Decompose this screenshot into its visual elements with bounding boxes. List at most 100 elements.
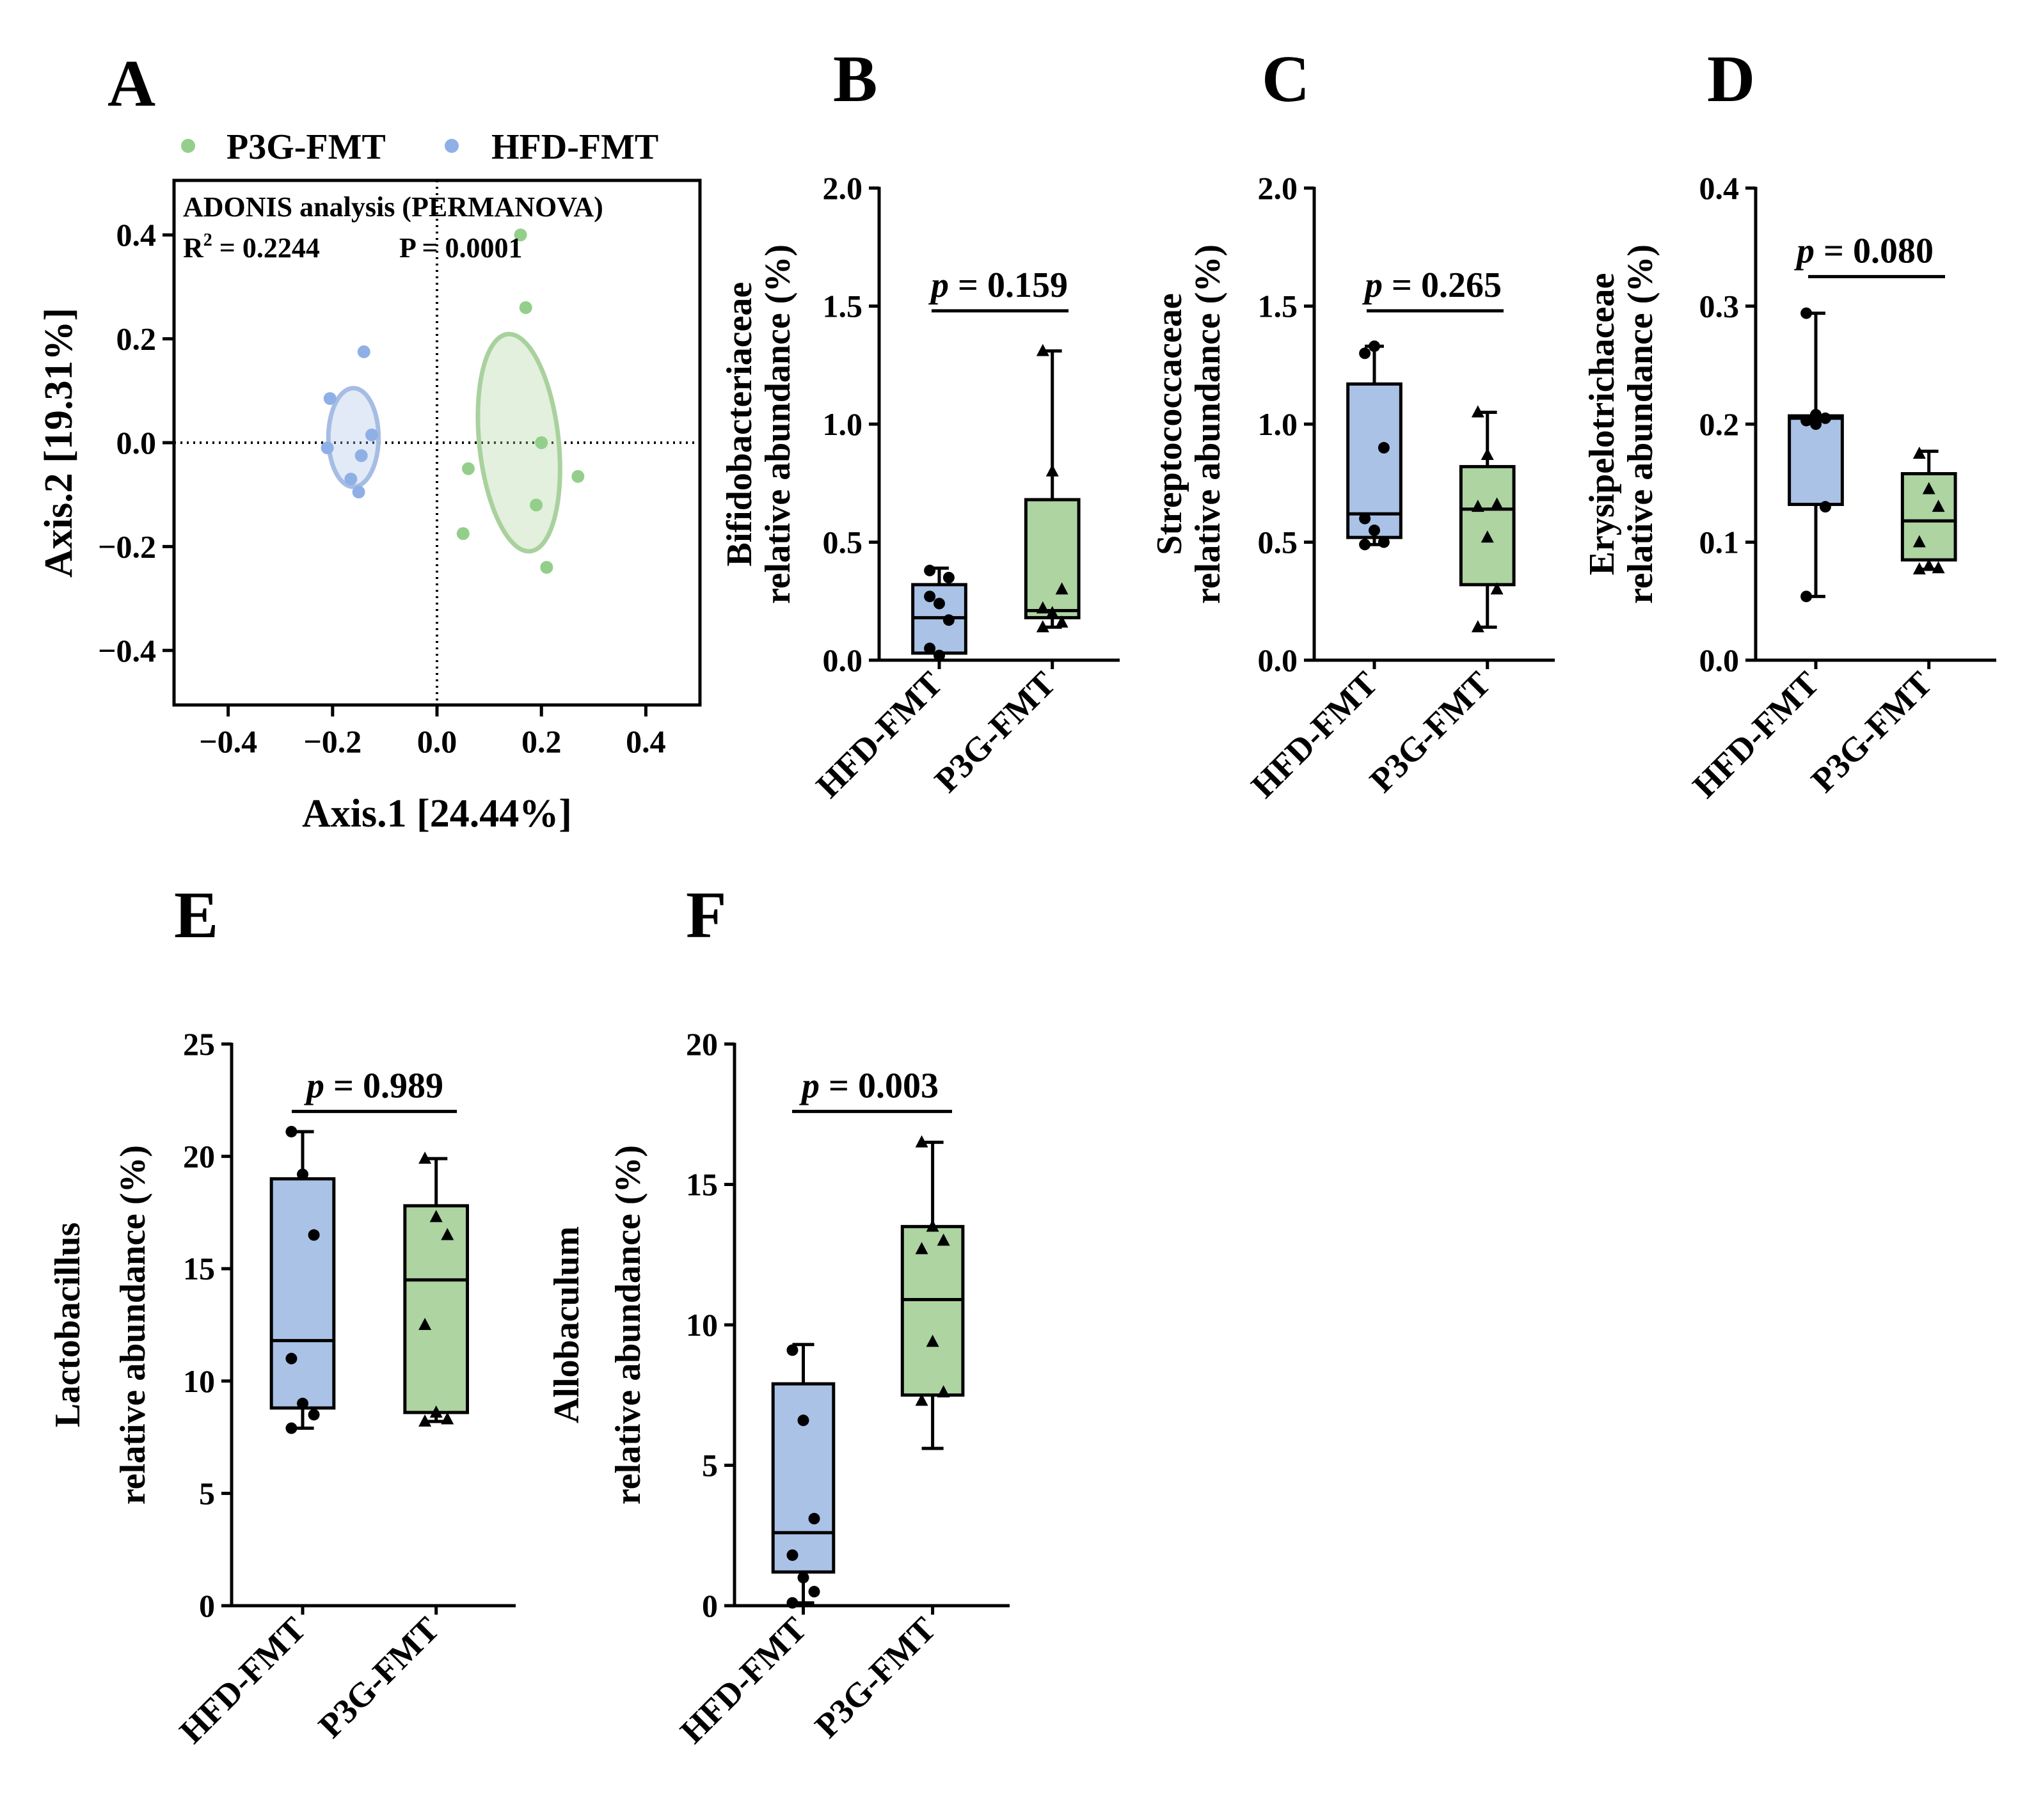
- point-hfd-e-6: [285, 1422, 298, 1434]
- p-symbol-f: p: [799, 1066, 820, 1105]
- point-p3g-f-0: [915, 1135, 928, 1148]
- y-tick-label-c: 0.0: [1258, 642, 1298, 678]
- p-symbol-c: p: [1362, 265, 1383, 305]
- panel-letter-b: B: [833, 42, 877, 116]
- p-value-label-f: p = 0.003: [799, 1066, 939, 1105]
- confidence-ellipses: [326, 331, 562, 554]
- y-axis-subtitle-d: relative abundance (%): [1621, 244, 1660, 604]
- r2-value: = 0.2244: [212, 232, 320, 264]
- point-p3g-e-0: [418, 1151, 432, 1164]
- point-hfd-f-3: [786, 1549, 798, 1561]
- y-tick-label-a: 0.2: [116, 321, 157, 357]
- point-p3g-5: [456, 527, 470, 541]
- panel-letter-f: F: [686, 878, 727, 952]
- point-hfd-d-2: [1819, 412, 1831, 424]
- point-p3g-e-4: [429, 1405, 443, 1418]
- point-p3g-d-5: [1932, 561, 1945, 574]
- ellipse-p3g: [475, 331, 562, 554]
- ellipse-hfd: [326, 386, 381, 489]
- y-tick-label-c: 0.5: [1258, 525, 1298, 560]
- point-p3g-d-0: [1912, 447, 1926, 459]
- y-tick-label-e: 5: [199, 1475, 215, 1511]
- point-p3g-f-1: [926, 1219, 939, 1232]
- point-hfd-b-6: [924, 564, 936, 576]
- point-p3g-b-2: [1055, 582, 1069, 595]
- point-p3g-b-4: [1045, 606, 1059, 619]
- point-hfd-b-2: [942, 614, 955, 626]
- point-hfd-c-4: [1369, 525, 1380, 537]
- category-label-p3g-c: P3G-FMT: [1362, 664, 1498, 800]
- point-hfd-2: [321, 441, 334, 455]
- y-axis-subtitle-f: relative abundance (%): [608, 1145, 648, 1505]
- point-hfd-b-0: [924, 590, 936, 603]
- y-tick-label-d: 0.4: [1699, 170, 1740, 206]
- box-p3g-e: [403, 1204, 470, 1414]
- box-p3g-c: [1459, 464, 1516, 587]
- point-hfd-f-5: [808, 1586, 820, 1598]
- point-p3g-6: [530, 498, 543, 512]
- point-hfd-d-3: [1800, 415, 1813, 427]
- x-tick-label-a: −0.4: [199, 724, 257, 759]
- y-tick-label-a: 0.0: [116, 425, 157, 461]
- point-p3g-e-1: [429, 1210, 443, 1223]
- point-hfd-b-1: [934, 597, 945, 610]
- adonis-title: ADONIS analysis (PERMANOVA): [183, 191, 603, 223]
- legend: P3G-FMT HFD-FMT: [181, 127, 658, 167]
- point-p3g-d-1: [1922, 482, 1935, 495]
- point-hfd-e-5: [308, 1409, 320, 1421]
- category-label-p3g-b: P3G-FMT: [927, 664, 1063, 800]
- point-hfd-6: [352, 486, 365, 499]
- point-p3g-c-5: [1490, 582, 1504, 595]
- point-hfd-d-1: [1810, 409, 1822, 421]
- legend-swatch-p3g: [181, 139, 195, 153]
- point-p3g-b-1: [1045, 464, 1059, 477]
- y-axis-subtitle-b: relative abundance (%): [758, 244, 798, 604]
- r2-superscript: 2: [203, 230, 212, 250]
- point-p3g-e-6: [418, 1414, 432, 1427]
- y-tick-label-f: 0: [702, 1588, 718, 1624]
- p-value-c: = 0.265: [1383, 265, 1502, 305]
- r2-label: R: [183, 232, 204, 264]
- point-p3g-d-3: [1912, 535, 1926, 548]
- point-p3g-c-1: [1481, 447, 1494, 460]
- y-tick-label-a: −0.4: [98, 633, 156, 669]
- point-p3g-c-0: [1471, 405, 1484, 418]
- point-hfd-f-1: [797, 1414, 809, 1427]
- point-hfd-c-2: [1378, 441, 1390, 454]
- point-p3g-e-3: [418, 1318, 432, 1330]
- y-tick-label-d: 0.1: [1699, 525, 1740, 560]
- point-p3g-f-6: [915, 1393, 928, 1406]
- point-p3g-c-3: [1471, 500, 1484, 512]
- point-hfd-f-4: [797, 1572, 809, 1584]
- point-p3g-e-5: [441, 1412, 454, 1425]
- panel-e: E 0 5 10 15 20 25 Lactobacillus relative abunda…: [48, 878, 516, 1751]
- point-p3g-f-5: [937, 1385, 950, 1398]
- point-hfd-e-2: [308, 1229, 320, 1241]
- category-label-p3g-f: P3G-FMT: [807, 1610, 943, 1745]
- point-p3g-7: [540, 560, 553, 574]
- point-hfd-4: [354, 449, 368, 463]
- point-p3g-d-2: [1932, 500, 1945, 512]
- y-tick-label-e: 15: [183, 1251, 215, 1286]
- y-tick-label-c: 2.0: [1258, 170, 1298, 206]
- point-p3g-d-6: [1912, 562, 1926, 574]
- y-tick-label-f: 10: [686, 1307, 718, 1343]
- point-hfd-b-4: [934, 649, 945, 661]
- y-axis-title-d: Erysipelotrichaceae: [1582, 273, 1622, 576]
- point-hfd-0: [357, 345, 370, 358]
- point-p3g-3: [571, 470, 585, 483]
- category-label-p3g-e: P3G-FMT: [311, 1610, 447, 1745]
- point-hfd-5: [344, 472, 358, 486]
- panel-c: C 0.0 0.5 1.0 1.5 2.0 Streptococcaceaerelativ…: [1150, 42, 1555, 805]
- point-p3g-f-2: [937, 1233, 950, 1246]
- point-hfd-e-4: [297, 1397, 308, 1409]
- point-p3g-f-4: [926, 1334, 939, 1347]
- panel-letter-a: A: [107, 47, 155, 120]
- point-hfd-b-3: [924, 642, 936, 654]
- category-label-hfd-e: HFD-FMT: [172, 1610, 314, 1751]
- point-p3g-c-4: [1481, 530, 1494, 543]
- y-tick-label-c: 1.5: [1258, 289, 1298, 324]
- point-p3g-d-4: [1922, 558, 1935, 571]
- adonis-r2: R2 = 0.2244: [183, 230, 320, 264]
